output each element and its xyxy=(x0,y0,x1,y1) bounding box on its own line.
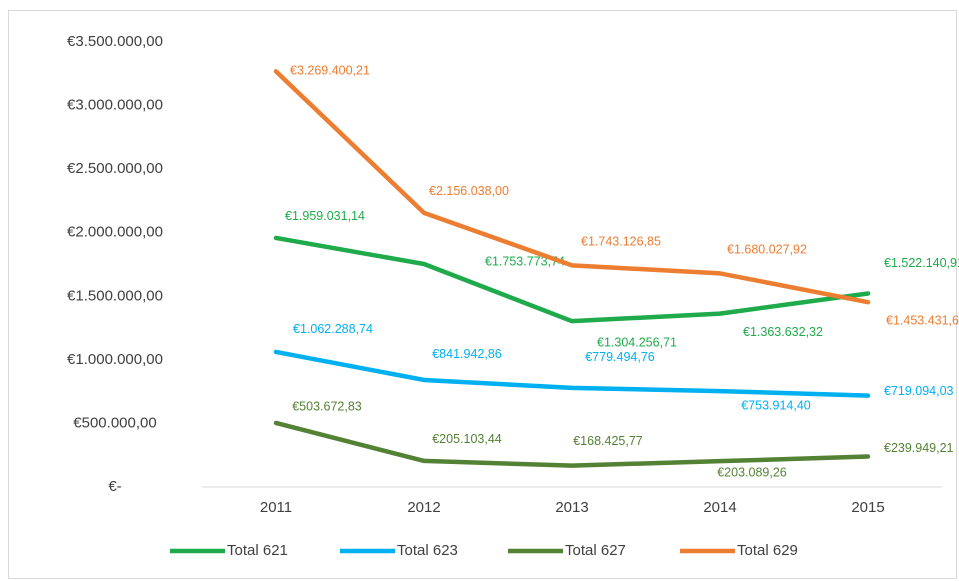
chart-border xyxy=(8,10,957,579)
data-label: €168.425,77 xyxy=(573,434,643,448)
legend-label: Total 623 xyxy=(397,542,458,559)
data-label: €239.949,21 xyxy=(884,441,954,455)
data-label: €1.680.027,92 xyxy=(727,243,807,257)
data-label: €719.094,03 xyxy=(884,384,954,398)
x-tick-label: 2013 xyxy=(555,499,588,516)
legend-label: Total 627 xyxy=(565,542,626,559)
y-tick-label: €3.000.000,00 xyxy=(67,97,163,114)
series-line xyxy=(273,69,871,305)
data-label: €1.959.031,14 xyxy=(285,209,365,223)
x-tick-label: 2011 xyxy=(260,499,292,516)
y-tick-label: €2.000.000,00 xyxy=(67,224,163,241)
data-label: €1.522.140,91 xyxy=(884,256,959,270)
y-tick-label: €2.500.000,00 xyxy=(67,160,163,177)
data-label: €3.269.400,21 xyxy=(290,64,370,78)
y-tick-label: €3.500.000,00 xyxy=(67,33,163,50)
y-tick-label: €500.000,00 xyxy=(73,414,156,431)
data-label: €1.363.632,32 xyxy=(743,325,823,339)
data-label: €2.156.038,00 xyxy=(429,184,509,198)
legend-label: Total 621 xyxy=(227,542,288,559)
legend-label: Total 629 xyxy=(737,542,798,559)
series-line xyxy=(273,349,871,398)
series-line xyxy=(273,420,871,468)
data-label: €205.103,44 xyxy=(432,432,502,446)
x-tick-label: 2012 xyxy=(407,499,440,516)
y-tick-label: €1.500.000,00 xyxy=(67,287,163,304)
data-label: €1.304.256,71 xyxy=(597,335,677,349)
x-tick-label: 2014 xyxy=(703,499,736,516)
x-tick-label: 2015 xyxy=(851,499,884,516)
y-tick-label: €1.000.000,00 xyxy=(67,351,163,368)
data-label: €1.743.126,85 xyxy=(581,235,661,249)
data-label: €203.089,26 xyxy=(717,465,787,479)
data-label: €1.453.431,69 xyxy=(886,314,959,328)
data-label: €1.062.288,74 xyxy=(293,322,373,336)
y-tick-label: €- xyxy=(108,478,121,495)
data-label: €753.914,40 xyxy=(741,398,811,412)
data-label: €779.494,76 xyxy=(585,350,655,364)
data-label: €503.672,83 xyxy=(292,399,362,413)
data-label: €841.942,86 xyxy=(432,347,502,361)
series-line xyxy=(273,235,871,324)
